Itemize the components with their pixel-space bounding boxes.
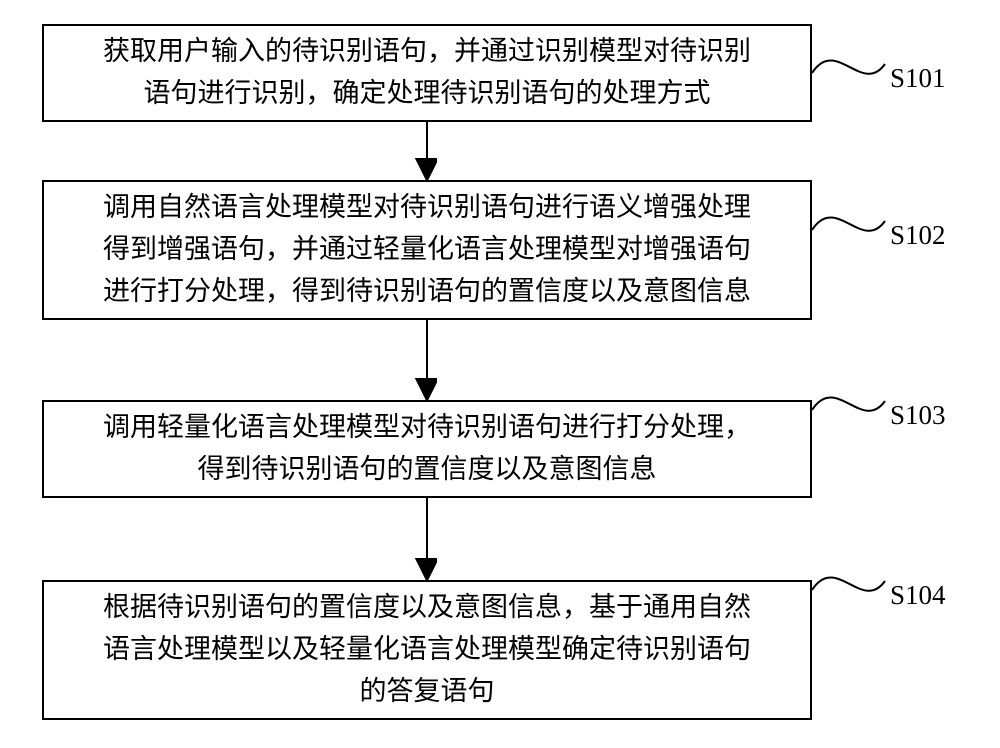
flow-arrow xyxy=(0,0,1000,748)
flowchart-canvas: 获取用户输入的待识别语句，并通过识别模型对待识别 语句进行识别，确定处理待识别语… xyxy=(0,0,1000,748)
